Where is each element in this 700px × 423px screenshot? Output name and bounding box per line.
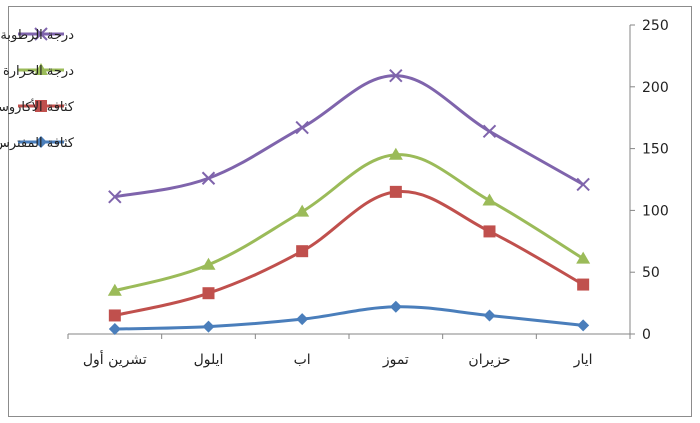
legend-label: كثافة المفترس <box>0 136 75 151</box>
data-point-stroke <box>108 190 122 204</box>
series-line <box>114 74 584 199</box>
x-tick-label: ايلول <box>194 352 224 368</box>
series-3 <box>108 185 590 322</box>
x-tick-label: ايار <box>573 352 593 368</box>
data-point <box>296 313 309 326</box>
y-tick-label: 250 <box>642 18 669 34</box>
data-point <box>389 68 403 83</box>
data-point <box>295 120 309 135</box>
legend-marker <box>35 136 47 148</box>
series-2 <box>107 147 591 296</box>
data-point <box>108 309 121 322</box>
axes: 0 50 100 150 200 250 تشرين أول ايلول اب تموز حزيرا… <box>67 18 669 368</box>
series-line <box>114 153 584 293</box>
data-point <box>483 309 496 322</box>
data-point <box>107 283 122 296</box>
data-point <box>295 204 310 217</box>
legend-entry: درجة الرطوبة <box>0 27 74 43</box>
series-line <box>114 190 584 317</box>
series-1 <box>108 68 590 204</box>
legend-label: درجة الحرارة <box>3 64 74 79</box>
y-tick-label: 0 <box>642 327 651 343</box>
data-point <box>576 177 590 192</box>
data-point-stroke <box>482 124 497 139</box>
data-point-stroke <box>576 177 590 192</box>
data-point <box>389 300 402 313</box>
y-tick-label: 50 <box>642 265 660 281</box>
data-point <box>482 193 497 206</box>
data-point <box>576 251 591 264</box>
legend: درجة الرطوبة درجة الحرارة كثافة الأكاروسات… <box>0 27 75 151</box>
x-tick-label: تموز <box>382 352 409 368</box>
series-line <box>114 305 584 331</box>
data-point-stroke <box>201 171 216 185</box>
legend-entry: درجة الحرارة <box>3 63 74 79</box>
data-point <box>482 124 497 139</box>
data-point <box>483 225 496 238</box>
y-tick-label: 100 <box>642 203 669 219</box>
legend-label: كثافة الأكاروسات الحمراء <box>0 98 75 115</box>
data-point-stroke <box>389 68 403 83</box>
legend-marker <box>34 63 48 75</box>
x-tick-label: اب <box>294 352 311 368</box>
x-tick-label: تشرين أول <box>83 350 147 368</box>
chart-frame <box>8 6 692 417</box>
series-4 <box>108 300 590 336</box>
data-point <box>201 257 216 270</box>
legend-marker <box>35 100 47 112</box>
y-tick-label: 150 <box>642 142 669 158</box>
data-point <box>577 278 590 291</box>
data-point <box>202 320 215 333</box>
data-point <box>577 319 590 332</box>
data-point <box>296 245 309 258</box>
series-layer <box>107 68 591 336</box>
data-point <box>108 190 122 204</box>
legend-marker <box>34 27 48 41</box>
data-point <box>202 287 215 300</box>
legend-entry: كثافة المفترس <box>0 136 75 151</box>
data-point <box>388 147 403 160</box>
data-point <box>389 185 402 198</box>
legend-marker-stroke <box>34 27 48 41</box>
data-point <box>201 171 216 185</box>
y-tick-label: 200 <box>642 80 669 96</box>
legend-entry: كثافة الأكاروسات الحمراء <box>0 98 75 115</box>
data-point <box>108 323 121 336</box>
data-point-stroke <box>295 120 309 135</box>
legend-label: درجة الرطوبة <box>0 28 74 43</box>
x-tick-label: حزيران <box>468 352 510 368</box>
